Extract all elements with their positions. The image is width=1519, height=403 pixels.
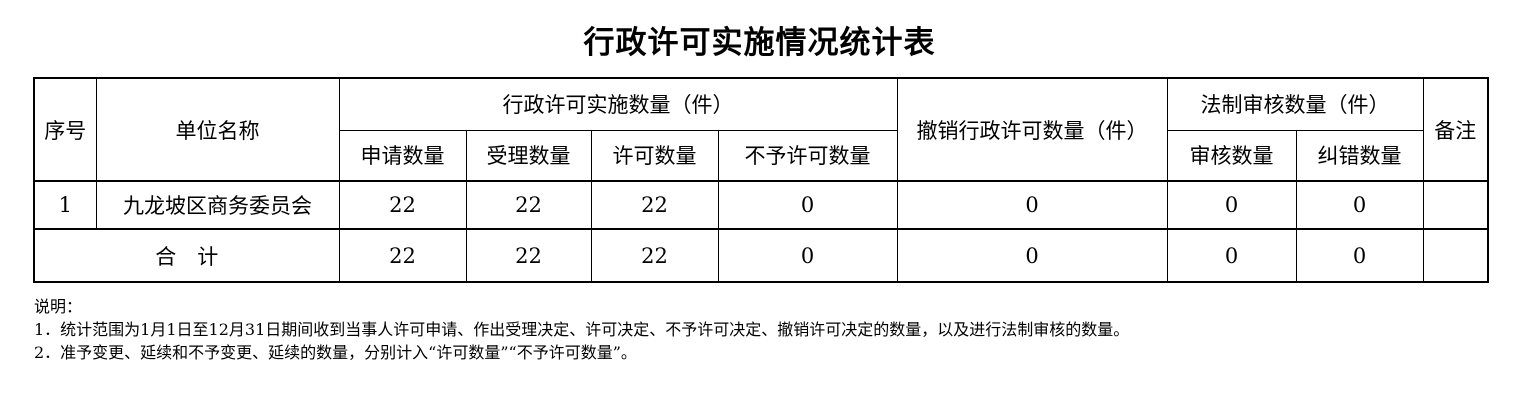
total-correct: 0 — [1295, 228, 1424, 283]
notes-heading: 说明： — [34, 297, 83, 316]
total-revoke: 0 — [896, 228, 1168, 283]
col-header-revoke: 撤销行政许可数量（件） — [896, 77, 1168, 182]
total-accept: 22 — [465, 228, 592, 283]
cell-revoke: 0 — [896, 180, 1168, 230]
note-line-1: 1．统计范围为1月1日至12月31日期间收到当事人许可申请、作出受理决定、许可决… — [34, 320, 1130, 339]
col-header-remark: 备注 — [1422, 77, 1489, 182]
col-header-permit: 许可数量 — [590, 129, 719, 182]
cell-accept: 22 — [465, 180, 592, 230]
total-label: 合 计 — [33, 228, 340, 283]
total-apply: 22 — [338, 228, 467, 283]
header-row-top: 序号 单位名称 行政许可实施数量（件） 撤销行政许可数量（件） 法制审核数量（件… — [33, 77, 1489, 182]
col-header-review-count: 审核数量 — [1166, 129, 1297, 182]
cell-unit: 九龙坡区商务委员会 — [95, 180, 340, 230]
col-header-seq: 序号 — [33, 77, 97, 182]
cell-seq: 1 — [33, 180, 97, 230]
table-row: 1 九龙坡区商务委员会 22 22 22 0 0 0 0 — [33, 180, 1489, 230]
col-header-accept: 受理数量 — [465, 129, 592, 182]
total-review: 0 — [1166, 228, 1297, 283]
page-title: 行政许可实施情况统计表 — [583, 25, 936, 61]
group-header-review: 法制审核数量（件） — [1166, 77, 1424, 131]
col-header-deny: 不予许可数量 — [717, 129, 898, 182]
col-header-apply: 申请数量 — [338, 129, 467, 182]
stats-table: 序号 单位名称 行政许可实施数量（件） 撤销行政许可数量（件） 法制审核数量（件… — [33, 77, 1489, 283]
total-deny: 0 — [717, 228, 898, 283]
cell-review: 0 — [1166, 180, 1297, 230]
notes-section: 说明： 1．统计范围为1月1日至12月31日期间收到当事人许可申请、作出受理决定… — [34, 295, 1129, 364]
cell-permit: 22 — [590, 180, 719, 230]
header-row-sub: 申请数量 受理数量 许可数量 不予许可数量 审核数量 纠错数量 — [34, 129, 1488, 182]
total-permit: 22 — [590, 228, 719, 283]
cell-apply: 22 — [338, 180, 467, 230]
cell-remark — [1422, 180, 1489, 230]
note-line-2: 2．准予变更、延续和不予变更、延续的数量，分别计入“许可数量”“不予许可数量”。 — [34, 343, 637, 362]
cell-deny: 0 — [717, 180, 898, 230]
col-header-correct-count: 纠错数量 — [1295, 129, 1424, 182]
group-header-impl: 行政许可实施数量（件） — [338, 77, 898, 131]
total-remark — [1422, 228, 1489, 283]
col-header-unit: 单位名称 — [95, 77, 340, 182]
total-row: 合 计 22 22 22 0 0 0 0 — [33, 228, 1489, 283]
cell-correct: 0 — [1295, 180, 1424, 230]
